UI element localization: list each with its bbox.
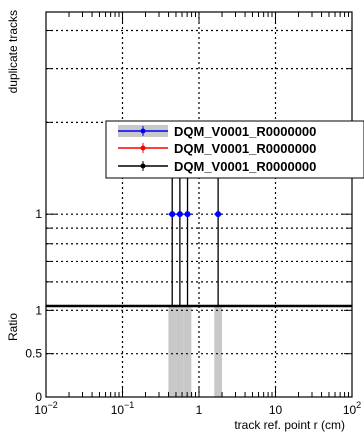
ratio-bin xyxy=(168,306,177,397)
legend-entry-label: DQM_V0001_R0000000 xyxy=(174,141,316,156)
y-tick-label: 1 xyxy=(35,207,42,221)
legend-entry-label: DQM_V0001_R0000000 xyxy=(174,159,316,174)
x-axis-title: track ref. point r (cm) xyxy=(234,418,345,432)
legend-swatch-marker xyxy=(140,145,146,151)
ratio-bin xyxy=(183,306,192,397)
x-tick-label: 10−2 xyxy=(34,400,58,417)
data-point xyxy=(176,211,183,218)
x-tick-label: 102 xyxy=(343,400,361,417)
ratio-plot-panel: 00.51 xyxy=(25,303,353,404)
y-axis-title: duplicate tracks xyxy=(6,10,20,93)
ratio-bin xyxy=(214,306,222,397)
data-point xyxy=(169,211,176,218)
data-point xyxy=(215,211,222,218)
legend-swatch-marker xyxy=(140,128,146,134)
x-tick-label: 10 xyxy=(269,403,283,417)
x-tick-label: 1 xyxy=(196,403,203,417)
legend: DQM_V0001_R0000000 DQM_V0001_R0000000 DQM_… xyxy=(105,120,364,179)
ratio-tick-label: 0 xyxy=(35,390,42,404)
data-point xyxy=(184,211,191,218)
ratio-axis-title: Ratio xyxy=(6,313,20,341)
x-tick-label: 10−1 xyxy=(111,400,135,417)
ratio-tick-label: 1 xyxy=(35,303,42,317)
ratio-bin xyxy=(176,306,184,397)
legend-entry-label: DQM_V0001_R0000000 xyxy=(174,124,316,139)
x-axis: 10−2 10−1 1 10 102 xyxy=(34,12,361,417)
legend-swatch-marker xyxy=(140,163,146,169)
ratio-tick-label: 0.5 xyxy=(25,347,42,361)
